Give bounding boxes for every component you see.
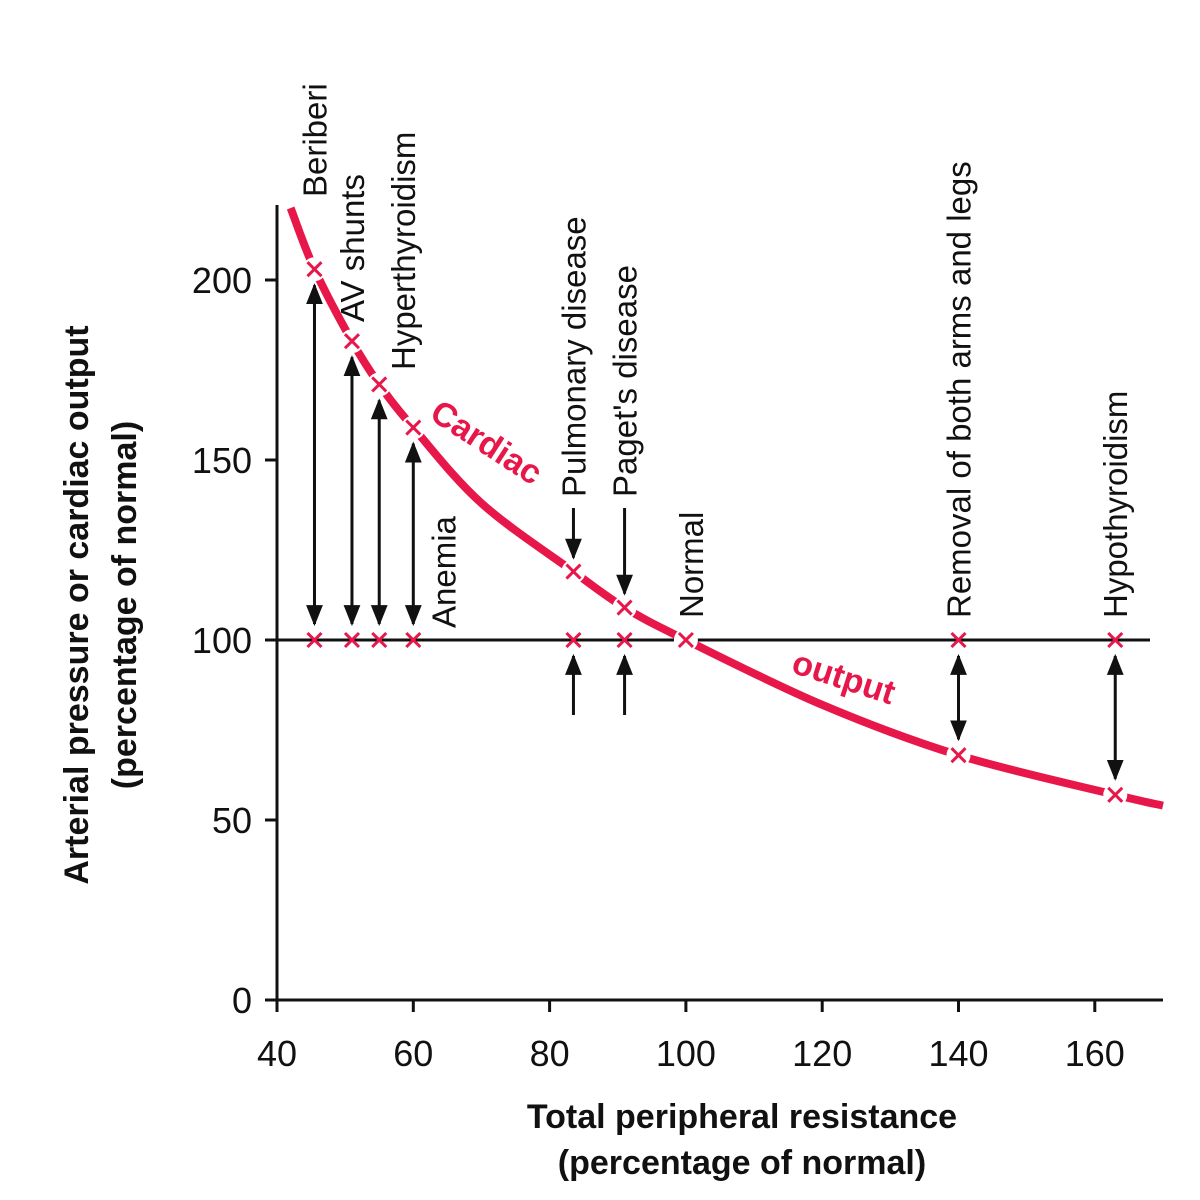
condition-label: Hyperthyroidism <box>385 132 422 370</box>
x-marker-icon <box>950 747 967 764</box>
condition-label: Anemia <box>425 515 462 628</box>
y-tick-label: 150 <box>192 440 252 481</box>
y-tick-label: 50 <box>212 800 252 841</box>
condition-label: Hypothyroidism <box>1097 391 1134 618</box>
curve-point <box>565 563 582 580</box>
x-tick-label: 160 <box>1065 1033 1125 1074</box>
x-marker-icon <box>565 631 582 649</box>
y-tick-label: 100 <box>192 620 252 661</box>
x-tick-label: 140 <box>928 1033 988 1074</box>
curve-label-output: output <box>788 643 900 712</box>
condition-label: AV shunts <box>334 174 371 322</box>
x-marker-icon <box>343 631 361 649</box>
y-axis-subtitle: (percentage of normal) <box>106 421 144 789</box>
x-axis-subtitle: (percentage of normal) <box>558 1144 926 1182</box>
pressure-point <box>1107 631 1124 649</box>
x-marker-icon <box>306 261 323 278</box>
pressure-point <box>306 631 323 649</box>
curve-point <box>405 419 422 436</box>
x-marker-icon <box>616 631 633 649</box>
x-tick-label: 120 <box>792 1033 852 1074</box>
x-marker-icon <box>1107 786 1124 803</box>
x-tick-label: 80 <box>530 1033 570 1074</box>
condition-label: Normal <box>673 512 710 618</box>
y-tick-label: 200 <box>192 260 252 301</box>
pressure-point <box>343 631 361 649</box>
curve-point <box>616 599 633 616</box>
condition-label: Removal of both arms and legs <box>941 161 978 618</box>
condition-label: Beriberi <box>296 83 333 197</box>
y-axis-title: Arterial pressure or cardiac output <box>58 325 96 884</box>
pressure-point <box>565 631 582 649</box>
x-marker-icon <box>565 563 582 580</box>
y-tick-label: 0 <box>232 980 252 1021</box>
condition-label: Paget's disease <box>607 265 644 497</box>
x-tick-label: 100 <box>656 1033 716 1074</box>
curve-label-cardiac: Cardiac <box>424 393 549 493</box>
x-axis-title: Total peripheral resistance <box>527 1098 957 1136</box>
pressure-point <box>616 631 633 649</box>
curve-point <box>1107 786 1124 803</box>
x-tick-label: 60 <box>393 1033 433 1074</box>
x-marker-icon <box>343 333 361 350</box>
curve-point <box>950 747 967 764</box>
curve-point <box>343 333 361 350</box>
pressure-point <box>950 631 967 649</box>
x-marker-icon <box>950 631 967 649</box>
curve-point <box>306 261 323 278</box>
x-tick-label: 40 <box>257 1033 297 1074</box>
x-marker-icon <box>1107 631 1124 649</box>
x-marker-icon <box>405 631 422 649</box>
x-marker-icon <box>306 631 323 649</box>
x-marker-icon <box>616 599 633 616</box>
pressure-point <box>405 631 422 649</box>
pressure-point <box>371 631 388 649</box>
curve-point <box>371 376 388 393</box>
x-marker-icon <box>405 419 422 436</box>
condition-label: Pulmonary disease <box>555 216 592 497</box>
curve-point <box>677 631 694 649</box>
x-marker-icon <box>371 631 388 649</box>
x-marker-icon <box>371 376 388 393</box>
x-marker-icon <box>677 631 694 649</box>
